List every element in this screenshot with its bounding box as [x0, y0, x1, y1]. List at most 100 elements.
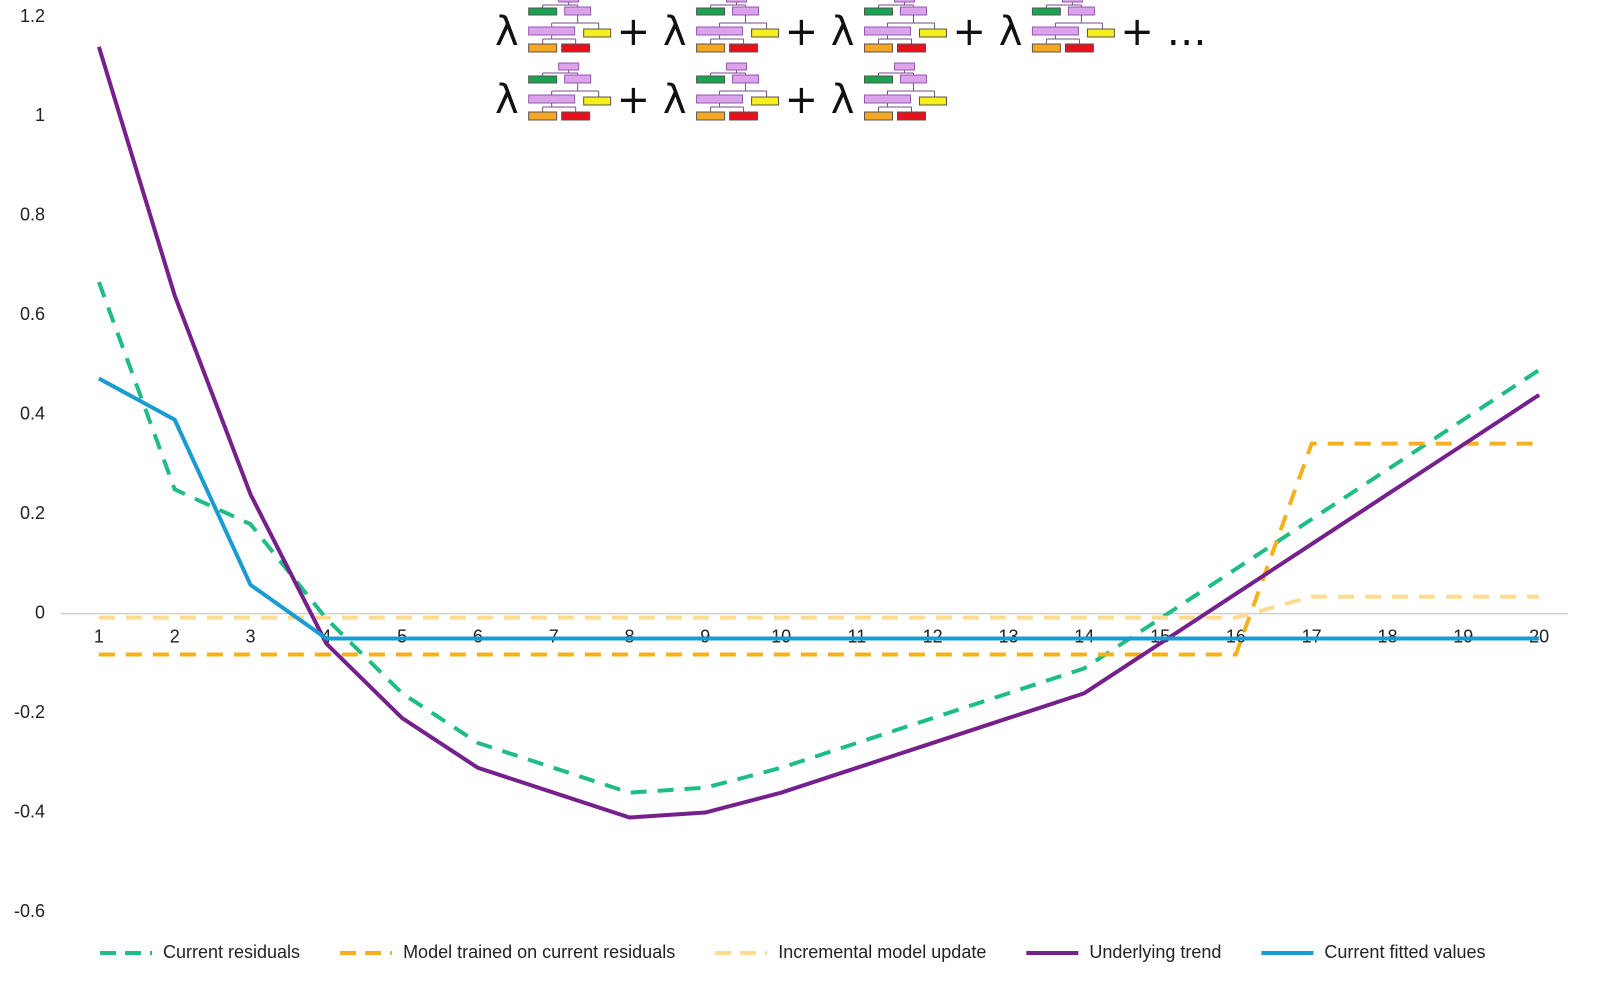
formula-term: + … — [1120, 9, 1206, 55]
page: -0.6-0.4-0.200.20.40.60.811.212345678910… — [0, 0, 1614, 995]
series-line — [99, 378, 1539, 638]
y-tick-label: 0.4 — [20, 404, 45, 424]
tree-leaf — [529, 76, 557, 83]
tree-node — [565, 7, 591, 15]
x-tick-label: 12 — [923, 626, 943, 646]
tree-node — [1068, 7, 1094, 15]
x-tick-label: 8 — [624, 626, 634, 646]
tree-node — [727, 0, 747, 2]
formula-term: + λ — [617, 77, 687, 123]
legend-label: Current fitted values — [1324, 942, 1485, 962]
tree-leaf — [1065, 44, 1093, 52]
tree-leaf — [1087, 29, 1114, 37]
tree-icon — [697, 0, 779, 52]
x-tick-label: 9 — [700, 626, 710, 646]
tree-node — [900, 75, 926, 83]
tree-leaf — [864, 76, 892, 83]
tree-node — [1032, 27, 1078, 35]
tree-node — [900, 7, 926, 15]
tree-icon — [697, 63, 779, 120]
tree-node — [565, 75, 591, 83]
y-tick-label: -0.2 — [14, 702, 45, 722]
tree-leaf — [562, 112, 590, 120]
x-tick-label: 5 — [397, 626, 407, 646]
tree-leaf — [864, 44, 892, 52]
tree-node — [733, 7, 759, 15]
tree-leaf — [897, 44, 925, 52]
y-tick-label: -0.4 — [14, 801, 45, 821]
tree-node — [529, 27, 575, 35]
tree-leaf — [529, 8, 557, 15]
tree-leaf — [864, 8, 892, 15]
x-tick-label: 1 — [94, 626, 104, 646]
x-tick-label: 10 — [771, 626, 791, 646]
x-tick-label: 6 — [473, 626, 483, 646]
y-tick-label: 0.8 — [20, 205, 45, 225]
tree-leaf — [562, 44, 590, 52]
tree-node — [697, 95, 743, 103]
tree-icon — [864, 0, 946, 52]
tree-leaf — [584, 97, 611, 105]
x-tick-label: 17 — [1302, 626, 1322, 646]
x-tick-label: 13 — [998, 626, 1018, 646]
chart: -0.6-0.4-0.200.20.40.60.811.212345678910… — [0, 0, 1614, 995]
tree-leaf — [864, 112, 892, 120]
tree-icon — [1032, 0, 1114, 52]
x-tick-label: 18 — [1377, 626, 1397, 646]
tree-leaf — [730, 112, 758, 120]
tree-node — [864, 95, 910, 103]
tree-node — [559, 63, 579, 70]
tree-node — [1062, 0, 1082, 2]
y-tick-label: 0 — [35, 602, 45, 622]
x-tick-label: 3 — [245, 626, 255, 646]
tree-leaf — [730, 44, 758, 52]
formula-term: λ — [495, 9, 519, 55]
tree-node — [559, 0, 579, 2]
tree-leaf — [697, 76, 725, 83]
formula-term: + λ — [785, 77, 855, 123]
y-tick-label: 1 — [35, 105, 45, 125]
x-tick-label: 11 — [848, 626, 867, 646]
formula-term: + λ — [952, 9, 1022, 55]
formula-term: + λ — [785, 9, 855, 55]
y-tick-label: 1.2 — [20, 6, 45, 26]
tree-leaf — [919, 29, 946, 37]
legend-label: Model trained on current residuals — [403, 942, 675, 962]
x-tick-label: 14 — [1074, 626, 1094, 646]
y-tick-label: -0.6 — [14, 901, 45, 921]
tree-leaf — [897, 112, 925, 120]
formula-term: λ — [495, 77, 519, 123]
tree-leaf — [752, 97, 779, 105]
legend-label: Underlying trend — [1089, 942, 1221, 962]
tree-icon — [529, 63, 611, 120]
x-tick-label: 19 — [1453, 626, 1473, 646]
tree-leaf — [697, 8, 725, 15]
tree-node — [727, 63, 747, 70]
legend-label: Incremental model update — [778, 942, 986, 962]
tree-icon — [529, 0, 611, 52]
y-tick-label: 0.6 — [20, 304, 45, 324]
tree-leaf — [919, 97, 946, 105]
tree-leaf — [584, 29, 611, 37]
tree-node — [894, 0, 914, 2]
tree-node — [529, 95, 575, 103]
tree-leaf — [1032, 8, 1060, 15]
series-line — [99, 47, 1539, 818]
tree-node — [864, 27, 910, 35]
tree-leaf — [529, 112, 557, 120]
tree-leaf — [529, 44, 557, 52]
legend-label: Current residuals — [163, 942, 300, 962]
tree-leaf — [697, 44, 725, 52]
tree-icon — [864, 63, 946, 120]
tree-node — [894, 63, 914, 70]
x-tick-label: 2 — [170, 626, 180, 646]
tree-leaf — [1032, 44, 1060, 52]
x-tick-label: 20 — [1529, 626, 1549, 646]
x-tick-label: 7 — [549, 626, 559, 646]
tree-node — [697, 27, 743, 35]
formula-term: + λ — [617, 9, 687, 55]
tree-leaf — [697, 112, 725, 120]
y-tick-label: 0.2 — [20, 503, 45, 523]
tree-node — [733, 75, 759, 83]
tree-leaf — [752, 29, 779, 37]
